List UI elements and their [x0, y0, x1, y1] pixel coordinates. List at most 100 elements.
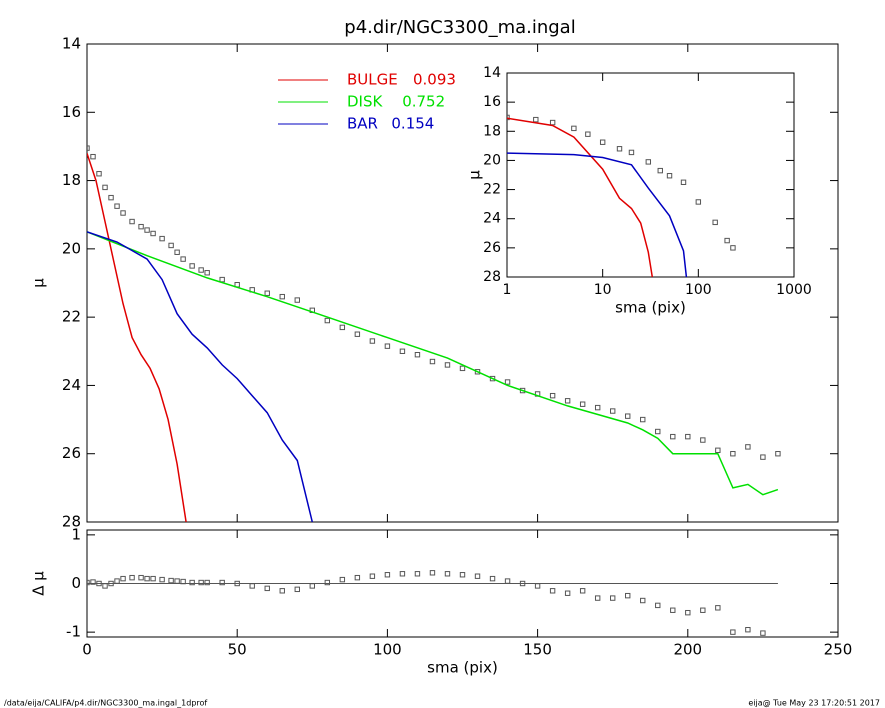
y-tick-label: 1	[71, 525, 81, 543]
x-tick-label: 50	[228, 641, 247, 659]
data-point	[700, 437, 706, 443]
data-point	[108, 580, 114, 587]
data-point	[610, 408, 616, 414]
data-point	[534, 583, 541, 589]
data-point	[712, 219, 718, 226]
legend-value: 0.154	[391, 115, 434, 133]
data-point	[339, 324, 346, 331]
data-point	[519, 580, 526, 587]
model-line	[507, 152, 688, 277]
x-tick-label: 200	[673, 641, 702, 659]
data-point	[399, 571, 406, 577]
data-point	[114, 578, 120, 584]
data-point	[108, 194, 114, 201]
data-point	[670, 433, 676, 440]
data-point	[339, 576, 346, 583]
data-point	[138, 574, 144, 581]
data-point	[219, 579, 225, 586]
data-point	[579, 401, 586, 407]
data-point	[616, 146, 623, 152]
data-point	[87, 145, 90, 151]
data-point	[384, 572, 391, 578]
data-point	[189, 579, 195, 586]
y-tick-label: 26	[62, 444, 81, 462]
data-point	[429, 570, 436, 576]
data-point	[198, 579, 204, 586]
data-point	[354, 331, 361, 337]
y-tick-label: 24	[483, 211, 501, 227]
model-line	[87, 153, 187, 522]
data-point	[102, 184, 108, 191]
legend-value: 0.093	[413, 71, 456, 89]
x-tick-label: 1	[503, 282, 512, 298]
y-tick-label: 28	[62, 513, 81, 531]
data-point	[120, 210, 126, 216]
legend-label: BULGE	[347, 71, 398, 89]
data-point	[249, 583, 255, 589]
data-point	[474, 573, 481, 579]
data-point	[399, 348, 406, 354]
legend-value: 0.752	[402, 93, 445, 111]
data-point	[204, 579, 210, 586]
data-point	[549, 588, 556, 594]
data-point	[625, 592, 631, 599]
data-point	[459, 572, 466, 578]
data-point	[579, 588, 586, 594]
data-point	[507, 114, 510, 121]
data-point	[594, 404, 601, 411]
data-point	[564, 590, 571, 596]
data-point	[489, 375, 496, 382]
y-tick-label: 26	[483, 240, 501, 256]
data-point	[414, 571, 421, 577]
legend-label: DISK	[347, 93, 383, 111]
data-point	[294, 297, 300, 303]
y-axis-label: Δ μ	[30, 571, 48, 596]
data-point	[180, 256, 186, 262]
x-tick-label: 250	[824, 641, 853, 659]
model-line	[507, 117, 654, 277]
data-point	[129, 218, 135, 225]
data-point	[745, 627, 751, 633]
data-point	[504, 578, 511, 584]
data-point	[685, 609, 691, 616]
data-point	[730, 245, 736, 251]
data-point	[369, 338, 376, 344]
y-tick-label: 22	[483, 182, 501, 198]
data-point	[474, 369, 481, 375]
y-axis-label: μ	[466, 170, 484, 180]
data-point	[594, 595, 601, 601]
data-point	[279, 293, 285, 300]
y-tick-label: 28	[483, 269, 501, 285]
data-point	[219, 276, 225, 283]
data-point	[414, 352, 421, 358]
data-point	[533, 116, 539, 123]
data-point	[444, 571, 451, 577]
data-point	[354, 574, 361, 581]
y-tick-label: 0	[71, 574, 81, 592]
data-point	[90, 153, 96, 160]
data-point	[159, 235, 165, 242]
data-point	[324, 579, 331, 586]
data-point	[760, 630, 766, 636]
y-tick-label: 14	[483, 65, 501, 81]
footer-path: /data/eija/CALIFA/p4.dir/NGC3300_ma.inga…	[4, 699, 207, 708]
data-point	[174, 249, 180, 255]
x-axis-label: sma (pix)	[615, 299, 686, 317]
data-point	[102, 583, 108, 589]
y-tick-label: 16	[62, 103, 81, 121]
x-tick-label: 150	[523, 641, 552, 659]
y-tick-label: 18	[483, 123, 501, 139]
y-tick-label: 22	[62, 308, 81, 326]
data-point	[549, 119, 556, 126]
data-point	[429, 358, 436, 365]
data-point	[745, 444, 751, 450]
data-point	[625, 413, 631, 419]
x-axis-label: sma (pix)	[427, 659, 498, 677]
data-point	[168, 577, 174, 584]
y-tick-label: 20	[62, 239, 81, 257]
y-axis-label: μ	[30, 278, 48, 288]
data-point	[90, 579, 96, 585]
data-point	[775, 451, 781, 457]
